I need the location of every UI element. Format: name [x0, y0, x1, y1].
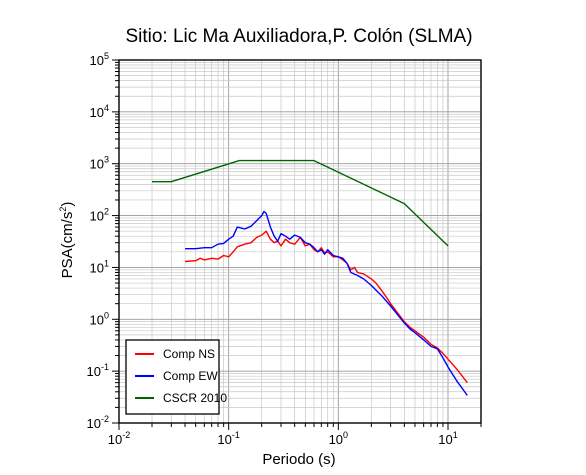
y-axis-label: PSA(cm/s2): [58, 202, 76, 279]
x-tick-label: 101: [438, 430, 457, 447]
y-tick-label: 101: [90, 258, 109, 275]
chart-title: Sitio: Lic Ma Auxiliadora,P. Colón (SLMA…: [125, 26, 472, 47]
series-line-ns: [184, 230, 468, 384]
x-tick-label: 10-2: [108, 430, 130, 447]
x-axis-label: Periodo (s): [262, 451, 335, 468]
series-line-cscr: [152, 159, 449, 247]
y-tick-label: 104: [90, 103, 109, 120]
y-tick-label: 10-2: [87, 414, 109, 431]
y-tick-label: 100: [90, 310, 109, 327]
y-tick-label: 105: [90, 51, 109, 68]
y-tick-label: 103: [90, 155, 109, 172]
legend: Comp NS Comp EW CSCR 2010: [125, 339, 227, 415]
legend-label-cscr: CSCR 2010: [163, 391, 227, 405]
legend-label-ew: Comp EW: [163, 369, 218, 383]
x-tick-label: 10-1: [217, 430, 239, 447]
y-tick-label: 102: [90, 207, 109, 224]
series-line-ew: [185, 210, 468, 396]
plot-frame: [118, 59, 482, 424]
y-tick-label: 10-1: [87, 362, 109, 379]
x-tick-label: 100: [329, 430, 348, 447]
legend-label-ns: Comp NS: [163, 347, 215, 361]
